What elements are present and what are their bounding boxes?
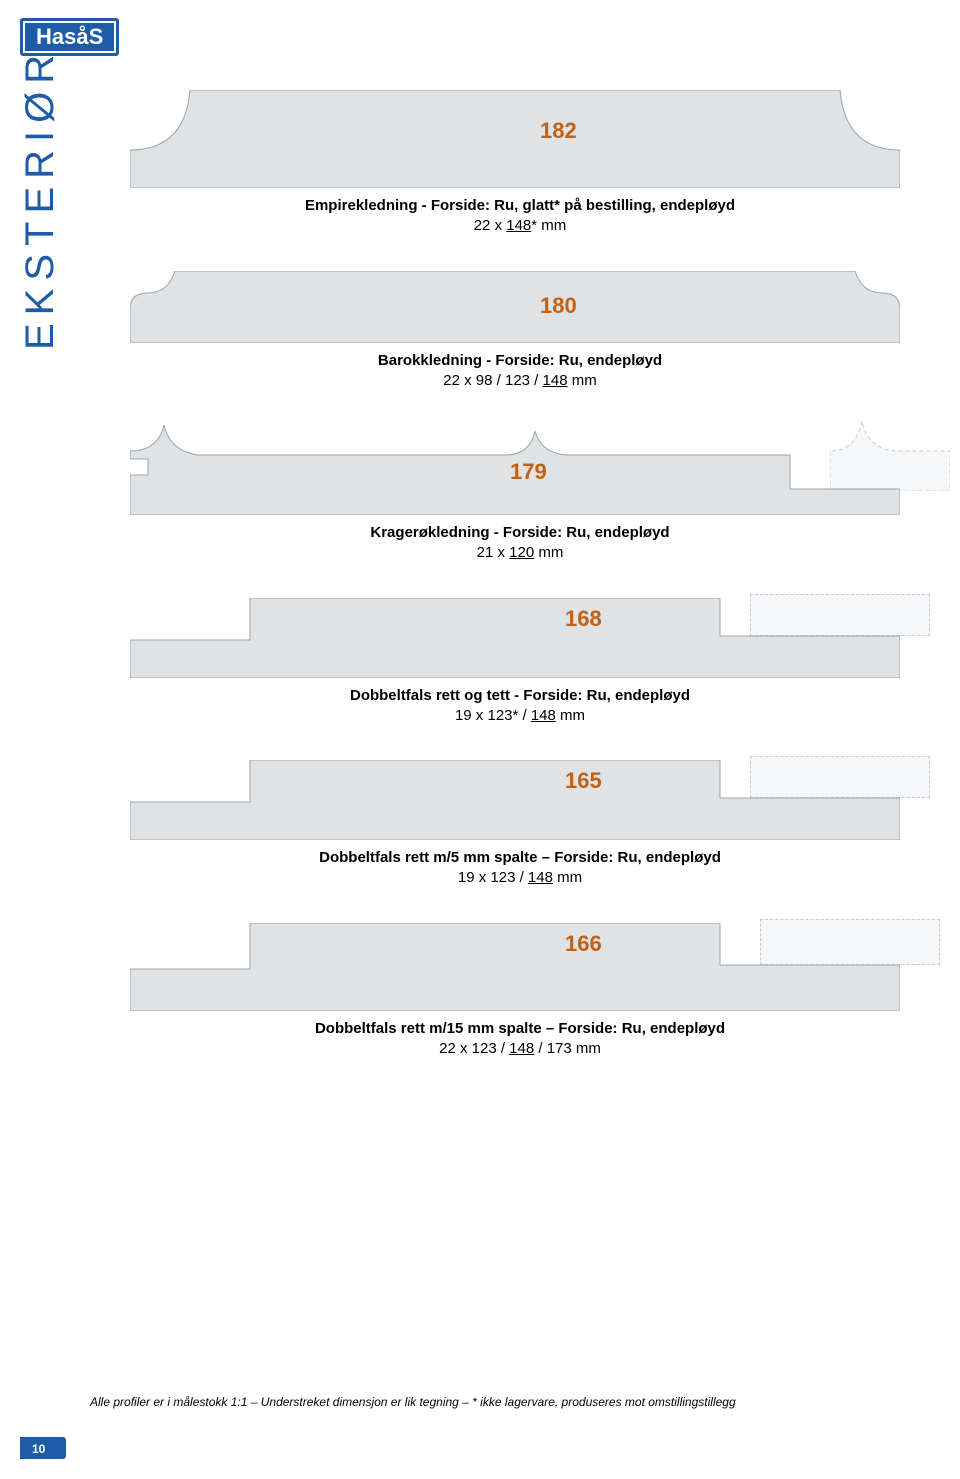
profile-title: Dobbeltfals rett m/5 mm spalte – Forside… (130, 848, 910, 868)
profile-dimensions: 22 x 123 / 148 / 173 mm (130, 1039, 910, 1059)
profiles-list: 182 Empirekledning - Forside: Ru, glatt* … (130, 90, 910, 1059)
profile-caption: Dobbeltfals rett m/15 mm spalte – Forsid… (130, 1019, 910, 1060)
profile-section: 165 Dobbeltfals rett m/5 mm spalte – Fors… (130, 760, 910, 889)
profile-cross-section (130, 598, 900, 678)
profile-caption: Dobbeltfals rett og tett - Forside: Ru, … (130, 686, 910, 727)
profile-section: 182 Empirekledning - Forside: Ru, glatt* … (130, 90, 910, 237)
profile-shape-holder: 179 (130, 425, 900, 515)
page-number: 10 (32, 1442, 45, 1456)
profile-cross-section (130, 923, 900, 1011)
profile-number: 168 (565, 606, 602, 632)
profile-dimensions: 19 x 123* / 148 mm (130, 706, 910, 726)
profile-title: Empirekledning - Forside: Ru, glatt* på … (130, 196, 910, 216)
profile-number: 182 (540, 118, 577, 144)
profile-shape-holder: 166 (130, 923, 900, 1011)
profile-shape-holder: 182 (130, 90, 900, 188)
profile-shape-holder: 168 (130, 598, 900, 678)
profile-caption: Kragerøkledning - Forside: Ru, endepløyd… (130, 523, 910, 564)
profile-number: 166 (565, 931, 602, 957)
profile-dimensions: 22 x 98 / 123 / 148 mm (130, 371, 910, 391)
profile-section: 166 Dobbeltfals rett m/15 mm spalte – For… (130, 923, 910, 1060)
profile-number: 180 (540, 293, 577, 319)
profile-caption: Empirekledning - Forside: Ru, glatt* på … (130, 196, 910, 237)
profile-title: Dobbeltfals rett og tett - Forside: Ru, … (130, 686, 910, 706)
profile-cross-section (130, 90, 900, 188)
profile-dimensions: 22 x 148* mm (130, 216, 910, 236)
footnote-text: Alle profiler er i målestokk 1:1 – Under… (90, 1395, 736, 1409)
profile-shape-holder: 165 (130, 760, 900, 840)
profile-title: Dobbeltfals rett m/15 mm spalte – Forsid… (130, 1019, 910, 1039)
profile-number: 165 (565, 768, 602, 794)
profile-shape-holder: 180 (130, 271, 900, 343)
side-section-label: EKSTERIØR (18, 47, 63, 350)
profile-cross-section (130, 271, 900, 343)
profile-dimensions: 21 x 120 mm (130, 543, 910, 563)
profile-dimensions: 19 x 123 / 148 mm (130, 868, 910, 888)
profile-caption: Dobbeltfals rett m/5 mm spalte – Forside… (130, 848, 910, 889)
profile-section: 179 Kragerøkledning - Forside: Ru, endepl… (130, 425, 910, 564)
profile-section: 180 Barokkledning - Forside: Ru, endepløy… (130, 271, 910, 392)
profile-number: 179 (510, 459, 547, 485)
profile-cross-section (130, 760, 900, 840)
profile-title: Kragerøkledning - Forside: Ru, endepløyd (130, 523, 910, 543)
profile-title: Barokkledning - Forside: Ru, endepløyd (130, 351, 910, 371)
profile-caption: Barokkledning - Forside: Ru, endepløyd22… (130, 351, 910, 392)
profile-section: 168 Dobbeltfals rett og tett - Forside: R… (130, 598, 910, 727)
